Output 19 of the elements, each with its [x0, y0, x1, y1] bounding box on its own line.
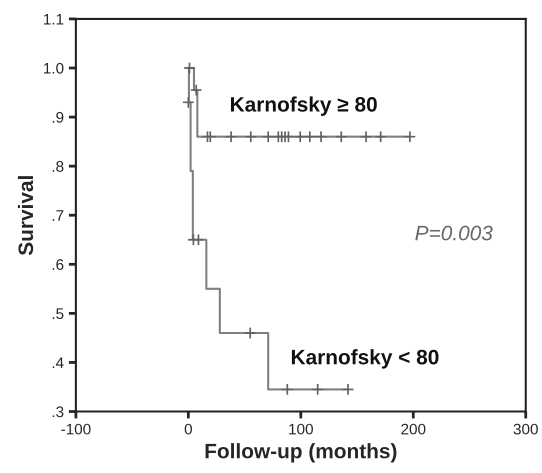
y-tick-label: .7 [52, 210, 64, 221]
annotation: P=0.003 [415, 226, 493, 240]
y-tick-label: .8 [52, 161, 64, 172]
y-tick-label: .5 [52, 308, 64, 320]
x-axis-title: Follow-up (months) [206, 443, 396, 463]
y-tick-label: .6 [52, 259, 64, 270]
y-tick-label: .4 [52, 357, 64, 368]
x-tick-label: 300 [514, 424, 538, 435]
x-tick-label: -100 [61, 424, 91, 435]
y-axis-title: Survival [18, 176, 34, 256]
x-tick-label: 200 [401, 424, 426, 435]
y-tick-label: 1.0 [44, 62, 64, 74]
x-tick-label: 0 [184, 424, 192, 435]
series-label: Karnofsky ≥ 80 [230, 96, 377, 116]
series-label: Karnofsky < 80 [292, 349, 438, 369]
y-tick-label: .3 [52, 406, 64, 418]
x-tick-label: 100 [289, 424, 313, 435]
y-tick-label: .9 [52, 112, 64, 123]
y-tick-label: 1.1 [44, 14, 64, 24]
